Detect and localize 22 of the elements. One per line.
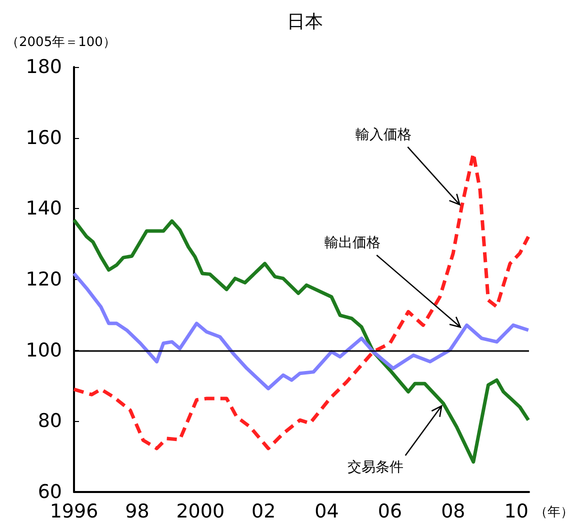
x-tick-label: 02: [251, 500, 276, 522]
annotation: 輸入価格: [356, 126, 412, 143]
chart-title: 日本: [287, 12, 323, 32]
y-tick-label: 120: [26, 268, 62, 290]
y-tick-label: 60: [38, 481, 62, 503]
x-tick-label: 08: [441, 500, 466, 522]
x-axis-title: （年）: [534, 505, 574, 520]
x-tick-label: 04: [314, 500, 339, 522]
line-series: [72, 272, 530, 390]
y-axis-title: （2005年＝100）: [6, 35, 116, 50]
x-tick-label: 1996: [50, 500, 98, 522]
annotation: 輸出価格: [324, 235, 381, 252]
y-tick-label: 180: [26, 56, 62, 78]
x-tick-label: 06: [378, 500, 402, 522]
x-tick-label: 98: [125, 500, 150, 522]
x-tick-label: 2000: [176, 500, 225, 522]
x-tick-label: 10: [504, 500, 528, 522]
y-tick-label: 100: [26, 339, 62, 362]
y-tick-label: 80: [38, 410, 62, 432]
annotation: 交易条件: [347, 459, 404, 476]
y-tick-label: 140: [26, 198, 62, 220]
y-tick-label: 160: [26, 126, 62, 149]
